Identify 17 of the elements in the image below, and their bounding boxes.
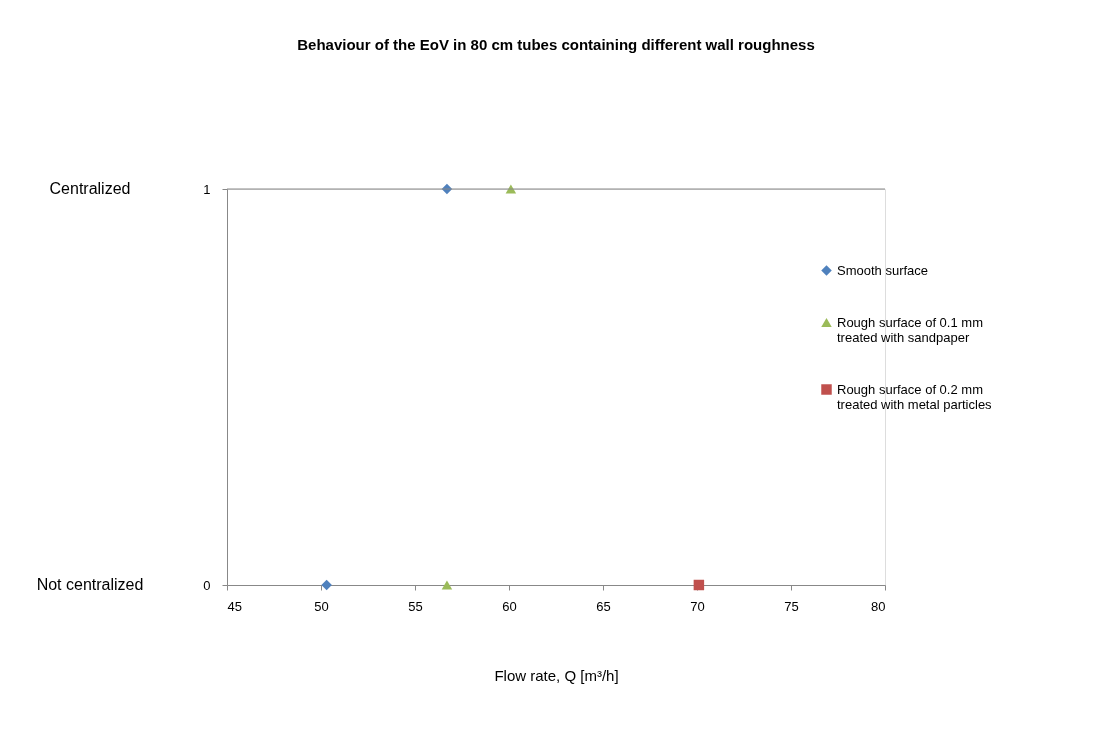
text: Not centralized [36,576,144,593]
x-tick-label: 55 [408,598,423,614]
legend-label: Rough surface of 0.2 mm treated with metal particles [837,381,993,412]
text: Centralized [49,180,131,197]
x-tick-label: 80 [871,598,886,614]
x-tick-label: 75 [784,598,799,614]
y-tick-label: 0 [203,577,211,593]
legend-label: Smooth surface [837,262,929,278]
chart-title: Behaviour of the EoV in 80 cm tubes containing different wall roughness [297,36,815,53]
y-tick-label: 1 [203,181,211,197]
x-tick-label: 60 [502,598,517,614]
x-tick-label: 65 [596,598,611,614]
x-axis-title: Flow rate, Q [m³/h] [494,666,619,684]
x-tick-label: 45 [227,598,242,614]
x-tick-label: 70 [690,598,705,614]
legend-label: Rough surface of 0.1 mm treated with sandpaper [837,314,983,345]
x-tick-label: 50 [314,598,329,614]
